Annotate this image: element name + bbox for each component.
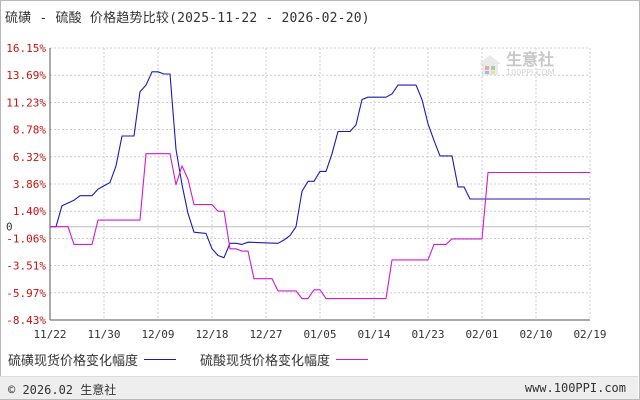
x-tick-label: 01/23 (411, 328, 444, 341)
zero-label: 0 (6, 221, 13, 234)
x-tick-labels: 11/22 11/30 12/09 12/18 12/27 01/05 01/14 01/23… (33, 328, 606, 341)
x-tick-label: 02/10 (519, 328, 552, 341)
footer-copyright: © 2026.02 生意社 (8, 383, 117, 397)
x-tick-label: 12/27 (249, 328, 282, 341)
x-tick-label: 01/14 (357, 328, 390, 341)
axes (49, 48, 590, 321)
x-tick-label: 12/09 (141, 328, 174, 341)
x-tick-label: 11/22 (33, 328, 66, 341)
y-tick-label: -8.43% (6, 314, 46, 327)
watermark-logo: 生意社 100PPI.COM (478, 52, 555, 77)
y-tick-label: 11.23% (6, 96, 46, 109)
series-lines (50, 71, 590, 300)
x-tick-label: 02/19 (573, 328, 606, 341)
x-tick-label: 12/18 (195, 328, 228, 341)
chart-title: 硫磺 - 硫酸 价格趋势比较(2025-11-22 - 2026-02-20) (5, 11, 370, 26)
x-tick-label: 01/05 (303, 328, 336, 341)
y-tick-label: 8.78% (13, 124, 46, 137)
legend-label-sulfur: 硫磺现货价格变化幅度 (8, 354, 139, 369)
series-line-sulfur (50, 71, 590, 259)
y-tick-label: -3.51% (6, 260, 46, 273)
x-tick-label: 11/30 (87, 328, 120, 341)
x-tick-label: 02/01 (465, 328, 498, 341)
legend-item-sulfuric-acid: 硫酸现货价格变化幅度 (200, 350, 369, 369)
legend: 硫磺现货价格变化幅度 硫酸现货价格变化幅度 (8, 350, 392, 369)
y-tick-labels: 16.15% 13.69% 11.23% 8.78% 6.32% 3.86% 1.40% -1… (6, 42, 46, 327)
footer-website-link[interactable]: www.100PPI.com (524, 381, 626, 395)
house-logo-icon (479, 54, 501, 75)
y-tick-label: -5.97% (6, 287, 46, 300)
y-tick-label: 6.32% (13, 151, 46, 164)
y-tick-label: 1.40% (13, 205, 46, 218)
legend-swatch-sulfur (144, 359, 177, 360)
grid-lines (49, 47, 591, 321)
series-line-sulfuric-acid (50, 153, 590, 300)
legend-item-sulfur: 硫磺现货价格变化幅度 (8, 350, 177, 369)
watermark-name: 生意社 (506, 50, 555, 69)
y-tick-label: 16.15% (6, 42, 46, 55)
legend-swatch-sulfuric-acid (336, 359, 369, 360)
watermark-url: 100PPI.COM (506, 68, 555, 77)
footer-bar: © 2026.02 生意社 www.100PPI.com (0, 376, 638, 399)
y-tick-label: -1.06% (6, 232, 46, 245)
y-tick-label: 3.86% (13, 178, 46, 191)
legend-label-sulfuric-acid: 硫酸现货价格变化幅度 (200, 354, 331, 369)
y-tick-label: 13.69% (6, 69, 46, 82)
